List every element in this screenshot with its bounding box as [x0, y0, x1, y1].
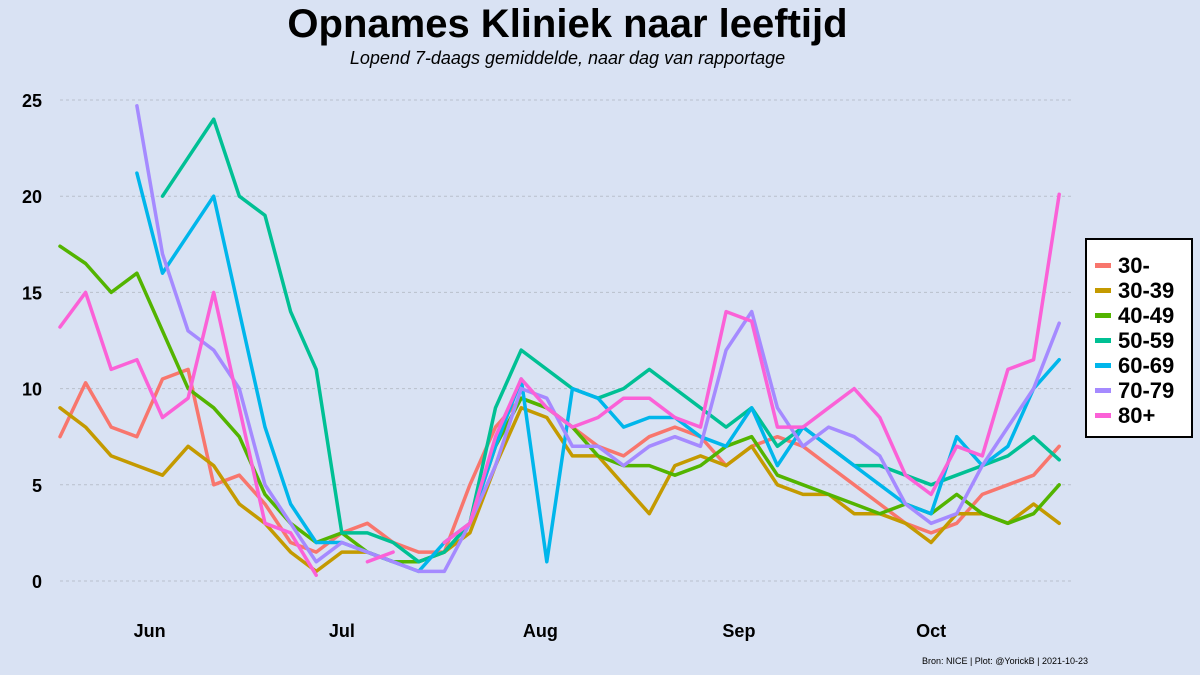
series-line-1 — [58, 406, 1061, 574]
x-tick-label: Oct — [916, 621, 946, 641]
legend-label: 40-49 — [1118, 302, 1175, 328]
series-lines — [58, 104, 1061, 577]
series-line-5 — [135, 104, 1061, 574]
legend-label: 60-69 — [1118, 352, 1175, 378]
legend-swatch — [1095, 388, 1111, 393]
legend: 30- 30-39 40-49 50-59 60-69 70-79 80+ — [1085, 238, 1193, 438]
y-tick-label: 10 — [22, 380, 42, 400]
x-tick-label: Jul — [329, 621, 355, 641]
legend-label: 30- — [1118, 252, 1150, 278]
legend-swatch — [1095, 313, 1111, 318]
legend-swatch — [1095, 363, 1111, 368]
legend-item: 30-39 — [1095, 278, 1191, 303]
legend-item: 30- — [1095, 253, 1191, 278]
legend-item: 50-59 — [1095, 328, 1191, 353]
y-tick-label: 25 — [22, 91, 42, 111]
legend-label: 70-79 — [1118, 377, 1175, 403]
chart-subtitle: Lopend 7-daags gemiddelde, naar dag van … — [349, 48, 786, 68]
y-tick-label: 20 — [22, 187, 42, 207]
x-axis-ticks: Jun Jul Aug Sep Oct — [134, 621, 946, 641]
series-line-2 — [58, 244, 1061, 564]
series-line-3 — [160, 117, 1061, 564]
legend-swatch — [1095, 263, 1111, 268]
y-tick-label: 5 — [32, 476, 42, 496]
legend-label: 80+ — [1118, 402, 1156, 428]
x-tick-label: Sep — [722, 621, 755, 641]
y-tick-label: 0 — [32, 572, 42, 592]
series-line-6 — [58, 192, 1061, 577]
chart-title: Opnames Kliniek naar leeftijd — [287, 2, 848, 46]
legend-item: 70-79 — [1095, 378, 1191, 403]
y-tick-label: 15 — [22, 283, 42, 303]
legend-item: 60-69 — [1095, 353, 1191, 378]
legend-item: 40-49 — [1095, 303, 1191, 328]
gridlines — [60, 99, 1072, 582]
legend-item: 80+ — [1095, 403, 1191, 428]
x-tick-label: Aug — [523, 621, 558, 641]
series-line-4 — [135, 171, 1061, 574]
legend-swatch — [1095, 338, 1111, 343]
legend-label: 50-59 — [1118, 327, 1175, 353]
legend-swatch — [1095, 413, 1111, 418]
source-caption: Bron: NICE | Plot: @YorickB | 2021-10-23 — [921, 656, 1088, 666]
x-tick-label: Jun — [134, 621, 166, 641]
legend-label: 30-39 — [1118, 277, 1175, 303]
y-axis-ticks: 0 5 10 15 20 25 — [22, 91, 42, 592]
legend-swatch — [1095, 288, 1111, 293]
